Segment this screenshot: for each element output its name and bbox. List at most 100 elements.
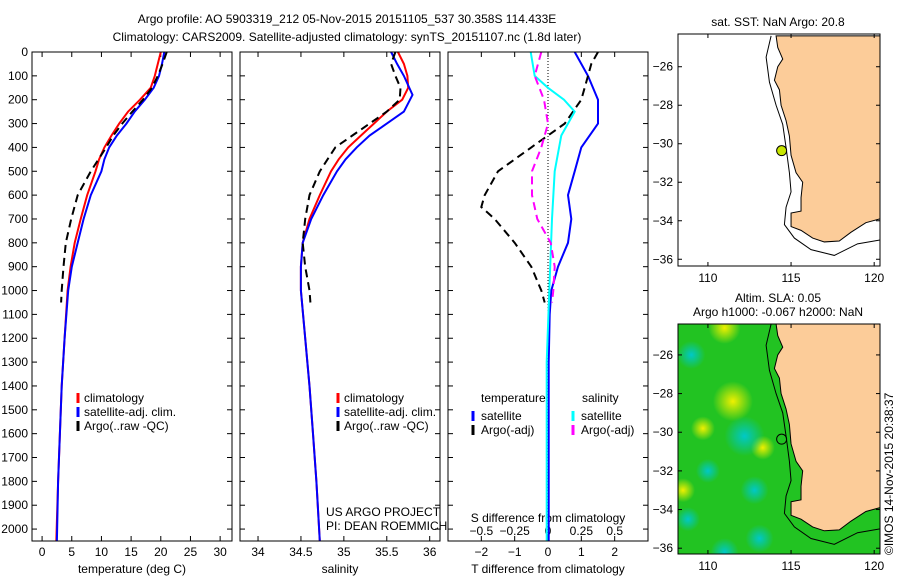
lat-tick-label: −28 xyxy=(653,98,674,112)
sla-anomaly-blob xyxy=(712,381,753,422)
legend-label: climatology xyxy=(84,391,144,405)
s-tick-label: 0.5 xyxy=(606,524,623,538)
sla-anomaly-blob xyxy=(678,478,695,503)
lon-tick-label: 120 xyxy=(864,271,884,285)
pi-label: PI: DEAN ROEMMICH xyxy=(326,519,447,533)
depth-tick-label: 1700 xyxy=(1,451,28,465)
lat-tick-label: −32 xyxy=(653,175,674,189)
lon-tick-label: 115 xyxy=(781,559,800,573)
map-top-title: sat. SST: NaN Argo: 20.8 xyxy=(711,15,845,29)
s-tick-label: −0.5 xyxy=(469,524,493,538)
lat-tick-label: −26 xyxy=(653,60,674,74)
x-tick-label: 15 xyxy=(124,545,138,559)
legend-label: satellite-adj. clim. xyxy=(84,405,176,419)
depth-tick-label: 700 xyxy=(8,212,28,226)
depth-tick-label: 100 xyxy=(8,69,28,83)
lat-tick-label: −26 xyxy=(653,348,674,362)
depth-tick-label: 1500 xyxy=(1,403,28,417)
isobath-1000m xyxy=(765,35,880,256)
x-tick-label: 30 xyxy=(213,545,227,559)
series-t-argo-adj- xyxy=(480,51,599,303)
series-climatology xyxy=(299,51,410,542)
sla-anomaly-blob xyxy=(678,507,700,532)
series-s-satellite xyxy=(529,51,576,541)
lat-tick-label: −28 xyxy=(653,387,674,401)
sla-anomaly-blob xyxy=(745,524,774,553)
x-tick-label: 34 xyxy=(251,545,265,559)
depth-tick-label: 1300 xyxy=(1,355,28,369)
lon-tick-label: 110 xyxy=(698,559,717,573)
depth-tick-label: 200 xyxy=(8,93,28,107)
x-axis-label: salinity xyxy=(322,562,359,576)
depth-tick-label: 1900 xyxy=(1,498,28,512)
x-tick-label: 1 xyxy=(578,545,585,559)
argo-location-marker xyxy=(776,145,788,157)
lon-tick-label: 115 xyxy=(781,271,800,285)
map-content xyxy=(765,35,880,256)
x-axis-label: temperature (deg C) xyxy=(78,562,186,576)
sla-anomaly-blob xyxy=(678,340,706,369)
depth-tick-label: 300 xyxy=(8,117,28,131)
x-tick-label: 10 xyxy=(95,545,109,559)
series-s-argo-adj- xyxy=(531,51,556,303)
sla-anomaly-blob xyxy=(724,416,765,457)
depth-tick-label: 1000 xyxy=(1,284,28,298)
x-tick-label: 2 xyxy=(611,545,618,559)
lon-tick-label: 120 xyxy=(864,559,884,573)
x-tick-label: 35 xyxy=(337,545,351,559)
x-tick-label: 0 xyxy=(39,545,46,559)
title-line2: Climatology: CARS2009. Satellite-adjuste… xyxy=(113,30,582,44)
lat-tick-label: −36 xyxy=(653,252,674,266)
depth-tick-label: 900 xyxy=(8,260,28,274)
x-tick-label: 36 xyxy=(423,545,437,559)
sla-anomaly-blob xyxy=(690,416,715,441)
series-t-satellite xyxy=(547,51,599,541)
sla-anomaly-blob xyxy=(708,324,741,344)
difference-profile: −2 −1 0 1 2 T difference from climatology −0.5… xyxy=(447,51,649,576)
x-tick-label: 0 xyxy=(545,545,552,559)
x-axis-label: T difference from climatology xyxy=(471,562,625,576)
map-bottom-title1: Altim. SLA: 0.05 xyxy=(735,291,821,305)
sla-map: 110 115 120 −26 −28 −30 −32 −34 −36 xyxy=(653,323,885,573)
lat-tick-label: −30 xyxy=(653,425,674,439)
x-tick-label: 34.5 xyxy=(289,545,313,559)
depth-tick-label: 2000 xyxy=(1,522,28,536)
legend-label: Argo(-adj) xyxy=(581,423,634,437)
sla-anomaly-blob xyxy=(695,458,720,483)
plot-frame xyxy=(447,51,649,542)
legend-header-salinity: salinity xyxy=(582,391,619,405)
salinity-profile: 34 34.5 35 35.5 36 salinity climatologysatelli… xyxy=(239,51,441,576)
depth-tick-label: 800 xyxy=(8,236,28,250)
temperature-profile: 0 5 10 15 20 25 300100200300400500600700800900… xyxy=(1,45,233,576)
legend-label: Argo(..raw -QC) xyxy=(84,419,169,433)
map-frame xyxy=(677,33,881,267)
lat-tick-label: −32 xyxy=(653,464,674,478)
series-climatology xyxy=(55,51,162,542)
s-tick-label: −0.25 xyxy=(499,524,530,538)
legend-label: satellite xyxy=(581,409,622,423)
depth-tick-label: 500 xyxy=(8,164,28,178)
land xyxy=(773,35,880,243)
x-tick-label: 35.5 xyxy=(375,545,399,559)
series-satellite-adj-clim- xyxy=(299,51,414,542)
x-tick-label: 25 xyxy=(184,545,198,559)
series-argo-raw-qc- xyxy=(301,51,402,303)
title-line1: Argo profile: AO 5903319_212 05-Nov-2015… xyxy=(138,12,557,26)
series-satellite-adj-clim- xyxy=(55,51,166,542)
project-label: US ARGO PROJECT xyxy=(326,505,441,519)
x-tick-label: 20 xyxy=(154,545,168,559)
depth-tick-label: 400 xyxy=(8,140,28,154)
s-tick-label: 0.25 xyxy=(570,524,594,538)
plot-frame xyxy=(31,51,233,542)
legend-header-temperature: temperature xyxy=(481,391,546,405)
x-tick-label: −2 xyxy=(474,545,488,559)
sla-anomaly-blob xyxy=(710,538,739,554)
depth-tick-label: 1800 xyxy=(1,474,28,488)
timestamp-footer: ©IMOS 14-Nov-2015 20:38:37 xyxy=(882,392,896,555)
sst-map: 110 115 120 −26 −28 −30 −32 −34 −36 xyxy=(653,33,885,285)
sla-anomaly-blob xyxy=(740,476,769,505)
land xyxy=(773,324,880,532)
map-content xyxy=(678,324,880,554)
